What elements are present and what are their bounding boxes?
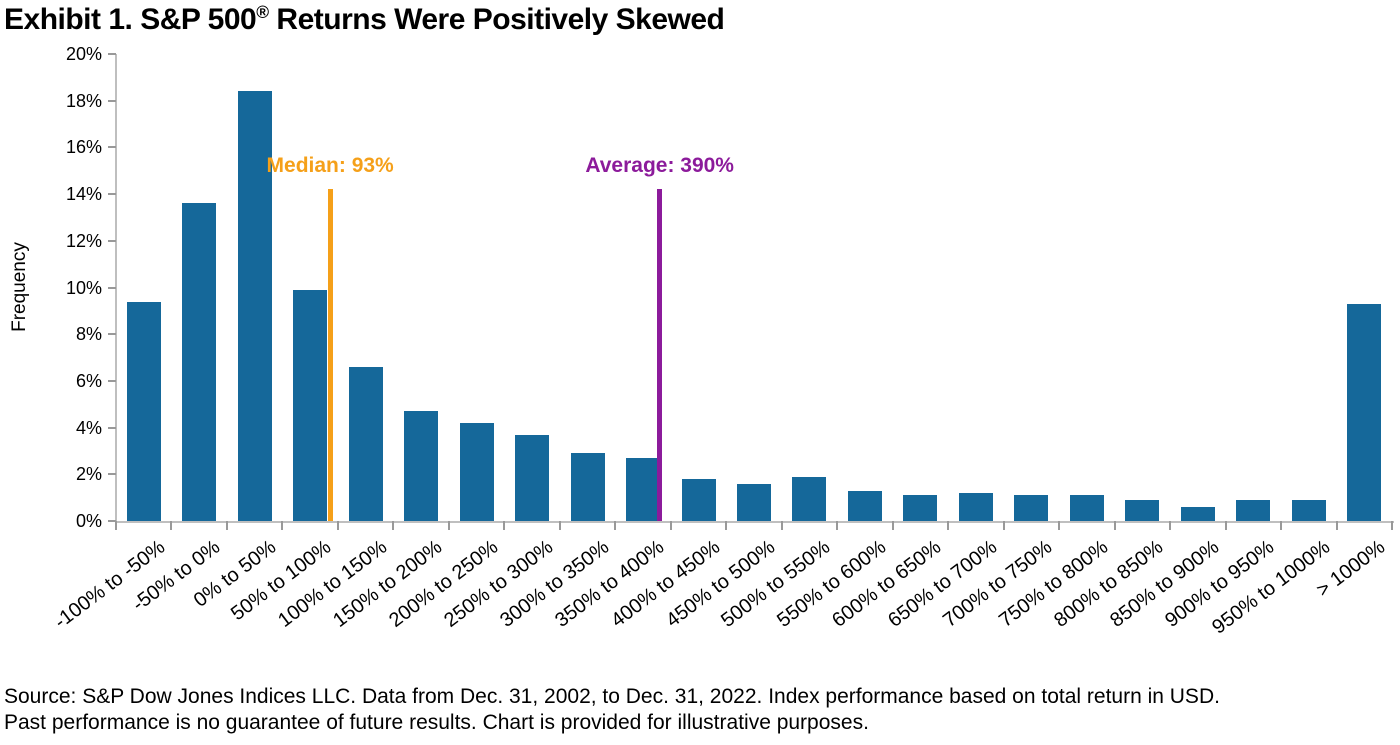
- y-tick: [108, 286, 116, 289]
- x-tick: [558, 521, 561, 530]
- y-tick-label: 2%: [75, 464, 102, 485]
- x-tick: [115, 521, 117, 530]
- x-axis-line: [115, 521, 1394, 523]
- y-tick: [108, 426, 116, 429]
- bar: [126, 301, 161, 521]
- source-note-line1: Source: S&P Dow Jones Indices LLC. Data …: [4, 685, 1220, 708]
- bar: [1125, 499, 1160, 521]
- y-axis-title: Frequency: [9, 242, 30, 332]
- y-tick-label: 14%: [65, 184, 102, 205]
- average-line: [657, 189, 663, 521]
- bar: [237, 91, 272, 521]
- x-tick: [669, 521, 672, 530]
- y-tick-label: 12%: [65, 230, 102, 251]
- bar: [459, 422, 494, 521]
- y-tick: [108, 473, 116, 476]
- x-tick: [1224, 521, 1227, 530]
- y-tick-label: 16%: [65, 137, 102, 158]
- bar: [404, 411, 439, 521]
- bar: [958, 492, 993, 521]
- bar: [570, 453, 605, 521]
- y-tick: [108, 239, 116, 242]
- source-note-line2: Past performance is no guarantee of futu…: [4, 711, 869, 734]
- bar: [737, 483, 771, 521]
- bar: [1347, 303, 1382, 521]
- bar: [348, 366, 383, 521]
- x-tick: [392, 521, 395, 530]
- x-tick: [1169, 521, 1172, 530]
- x-tick: [1002, 521, 1005, 530]
- average-label: Average: 390%: [585, 154, 734, 178]
- y-tick: [108, 520, 116, 522]
- bar: [1069, 495, 1104, 521]
- bar: [293, 289, 328, 521]
- x-tick: [281, 521, 284, 530]
- x-tick: [1113, 521, 1116, 530]
- bar: [847, 490, 882, 521]
- y-tick-label: 0%: [75, 511, 102, 531]
- bar: [792, 476, 827, 521]
- y-tick-label: 10%: [65, 277, 102, 298]
- bar: [681, 478, 716, 521]
- chart-title-text: Exhibit 1. S&P 500: [4, 3, 257, 36]
- x-tick: [725, 521, 728, 530]
- x-tick: [1335, 521, 1338, 530]
- y-tick-label: 8%: [75, 324, 102, 345]
- x-tick: [1058, 521, 1061, 530]
- y-tick-label: 20%: [65, 44, 102, 64]
- x-tick: [503, 521, 506, 530]
- chart-title: Exhibit 1. S&P 500® Returns Were Positiv…: [4, 2, 725, 37]
- y-tick: [108, 379, 116, 382]
- bar: [182, 203, 217, 521]
- y-tick: [108, 193, 116, 196]
- registered-trademark-symbol: ®: [256, 2, 269, 22]
- x-tick: [780, 521, 783, 530]
- x-tick: [447, 521, 450, 530]
- bar: [1236, 499, 1271, 521]
- y-tick: [108, 53, 116, 55]
- chart-title-text: Returns Were Positively Skewed: [268, 3, 725, 36]
- bar: [626, 457, 661, 521]
- bar: [1291, 499, 1326, 521]
- y-tick-label: 6%: [75, 370, 102, 391]
- x-tick: [947, 521, 950, 530]
- x-tick: [170, 521, 173, 530]
- source-note: Source: S&P Dow Jones Indices LLC. Data …: [4, 684, 1220, 736]
- median-line: [327, 189, 333, 521]
- x-tick: [614, 521, 617, 530]
- bar: [1180, 506, 1215, 521]
- x-tick: [1280, 521, 1283, 530]
- y-tick: [108, 99, 116, 102]
- bar: [1014, 495, 1049, 521]
- x-tick: [836, 521, 839, 530]
- y-tick-label: 18%: [65, 90, 102, 111]
- y-tick: [108, 333, 116, 336]
- y-axis-line: [115, 54, 117, 522]
- bar: [515, 434, 550, 521]
- x-tick: [225, 521, 228, 530]
- x-tick: [891, 521, 894, 530]
- y-tick-label: 4%: [75, 417, 102, 438]
- plot-area: 0% 2% 4% 6% 8% 10% 12% 14% 16% 18% 20% -100% to -50…: [50, 44, 1394, 639]
- bar: [903, 495, 938, 521]
- x-tick: [336, 521, 339, 530]
- y-tick: [108, 146, 116, 149]
- median-label: Median: 93%: [266, 154, 394, 178]
- x-tick: [1391, 521, 1393, 530]
